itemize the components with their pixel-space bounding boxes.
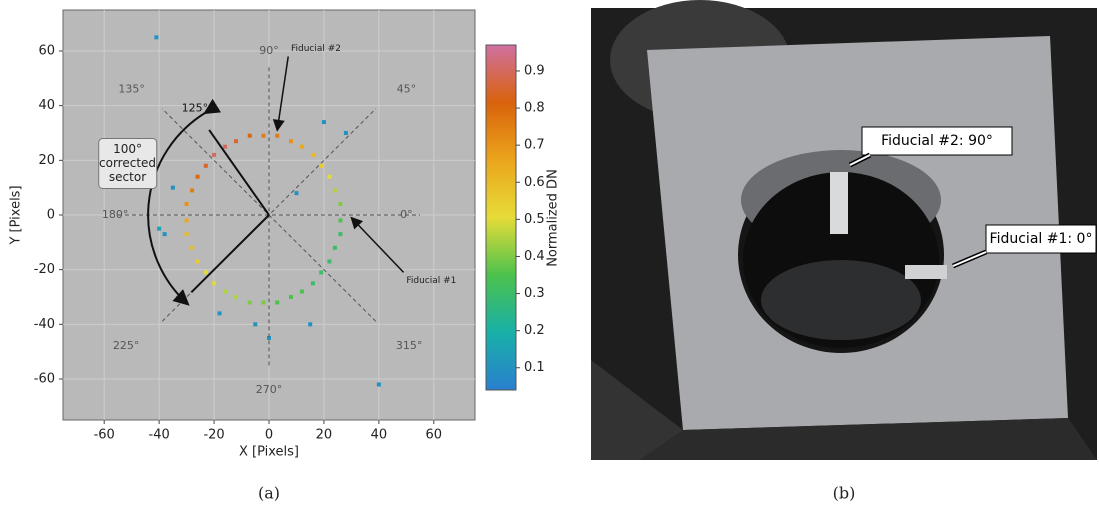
heat-cell [184,202,189,207]
callout: Fiducial #1: 0° [990,231,1093,247]
heat-cell [376,382,381,387]
colorbar-tick-label: 0.6 [524,175,545,190]
colorbar-tick-label: 0.3 [524,286,545,301]
colorbar [485,44,517,391]
caption: (a) [258,484,280,503]
y-tick-label: -60 [34,372,55,387]
heat-cell [275,300,280,305]
fiducial-label: Fiducial #2 [291,44,341,54]
angle-label: 45° [397,82,417,95]
heat-cell [332,188,337,193]
fiducial-label: Fiducial #1 [406,276,456,286]
heat-cell [223,144,228,149]
x-tick-label: 40 [371,428,388,443]
heat-cell [190,245,195,250]
y-tick-label: 40 [38,98,55,113]
x-tick-label: 0 [265,428,273,443]
heat-cell [327,174,332,179]
sector-label: sector [109,170,146,184]
heat-cell [170,185,175,190]
heat-cell [343,131,348,135]
heat-cell [299,144,304,149]
colorbar-tick-label: 0.7 [524,138,545,153]
x-axis-label: X [Pixels] [239,445,299,460]
x-tick-label: 60 [426,428,443,443]
y-tick-label: 60 [38,44,55,59]
heat-cell [157,226,162,231]
x-tick-label: 20 [316,428,333,443]
y-tick-label: -40 [34,317,55,332]
heat-cell [184,218,189,223]
heat-cell [184,232,189,237]
heat-cell [223,289,228,294]
heat-cell [212,281,217,286]
heat-cell [234,139,239,144]
heat-cell [338,218,343,223]
angle-label: 270° [256,383,283,396]
heat-cell [338,232,343,237]
x-tick-label: -60 [94,428,115,443]
heat-cell [288,139,293,144]
heat-cell [308,322,313,327]
callout: Fiducial #2: 90° [881,133,993,149]
heat-cell [195,259,200,264]
heat-cell [212,152,217,157]
caption: (b) [833,484,856,503]
colorbar-tick-label: 0.2 [524,323,545,338]
heat-cell [332,245,337,250]
heat-cell [310,281,315,286]
colorbar-tick-label: 0.1 [524,360,545,375]
angle-label: 315° [396,339,423,352]
y-tick-label: 0 [47,208,55,223]
sector-label: corrected [99,156,156,170]
fiducial-arrow [350,216,405,273]
heat-cell [247,133,252,138]
heat-cell [154,35,159,40]
heat-cell [203,163,208,168]
angle-label: 225° [113,339,140,352]
colorbar-tick-label: 0.8 [524,101,545,116]
heat-cell [319,270,324,275]
y-tick-label: -20 [34,262,55,277]
fiducial-arrow [272,56,289,132]
sector-arc [147,98,222,306]
heat-cell [275,133,280,138]
angle-label: 180° [102,208,129,221]
heat-cell [190,188,195,193]
heat-cell [294,191,299,196]
heat-cell [217,311,222,316]
colorbar-tick-label: 0.9 [524,63,545,78]
heat-cell [321,120,326,125]
heat-cell [299,289,304,294]
colorbar-tick-label: 0.5 [524,212,545,227]
angle-label: 135° [118,82,145,95]
heat-cell [327,259,332,264]
heat-cell [203,270,208,275]
heat-cell [261,133,266,138]
sector-box [98,137,158,189]
heat-cell [195,174,200,179]
heat-cell [234,295,239,299]
photo [591,0,1097,460]
heat-cell [338,202,343,207]
y-tick-label: 20 [38,153,55,168]
y-axis-label: Y [Pixels] [9,185,24,245]
heat-cell [310,152,315,157]
x-tick-label: -40 [149,428,170,443]
sector-label: 100° [113,142,142,156]
heat-cell [162,232,167,237]
heat-cell [319,163,324,168]
colorbar-label: Normalized DN [546,169,561,267]
heat-cell [261,300,266,305]
heat-cell [253,322,258,327]
heat-cell [288,295,293,299]
angle-label: 0° [400,208,413,221]
angle-label: 90° [259,44,279,57]
x-tick-label: -20 [203,428,224,443]
heat-cell [267,336,271,340]
colorbar-tick-label: 0.4 [524,249,545,264]
heat-cell [247,300,252,305]
